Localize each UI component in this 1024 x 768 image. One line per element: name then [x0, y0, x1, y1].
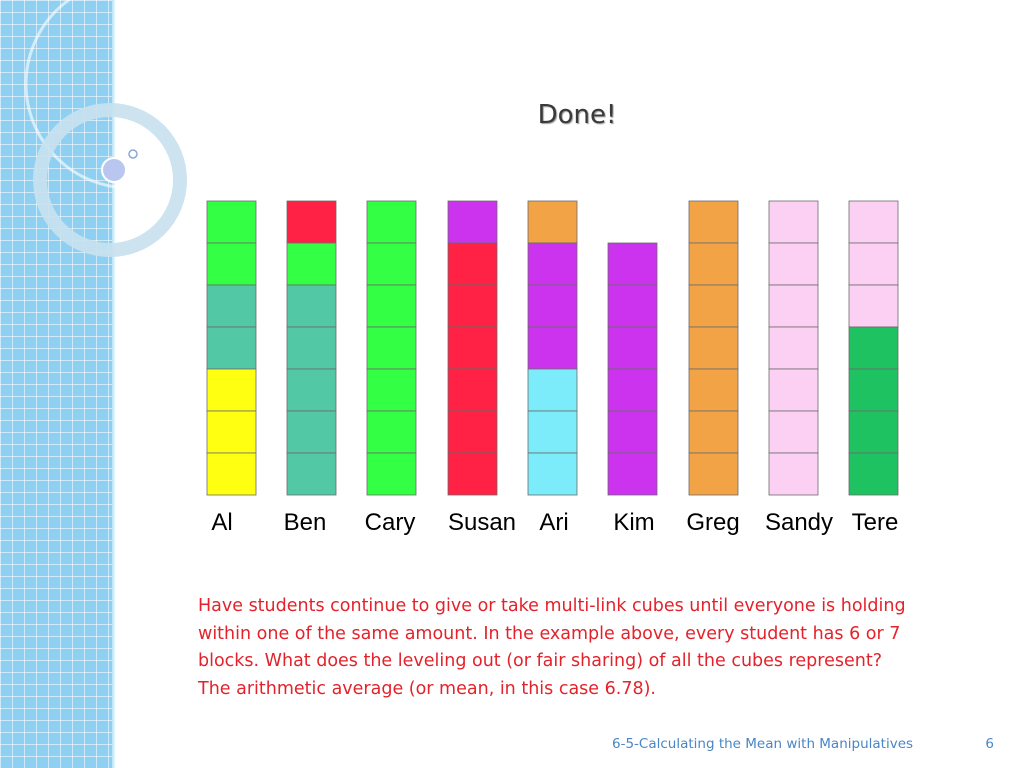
student-name-cary: Cary [365, 509, 416, 536]
cube-ben-4 [286, 326, 337, 370]
cube-ari-5 [527, 368, 578, 412]
cube-ben-7 [286, 452, 337, 496]
cube-ari-6 [527, 410, 578, 454]
cube-tere-7 [848, 452, 899, 496]
cube-susan-4 [447, 326, 498, 370]
cube-greg-2 [688, 242, 739, 286]
cube-greg-7 [688, 452, 739, 496]
cube-greg-3 [688, 284, 739, 328]
page-number: 6 [985, 736, 994, 752]
note-line-3: blocks. What does the leveling out (or f… [198, 651, 882, 671]
cube-sandy-3 [768, 284, 819, 328]
student-name-tere: Tere [852, 509, 899, 536]
cube-kim-4 [607, 368, 658, 412]
cube-ari-2 [527, 242, 578, 286]
cube-sandy-1 [768, 200, 819, 244]
cube-sandy-2 [768, 242, 819, 286]
cube-ari-7 [527, 452, 578, 496]
note-line-1: Have students continue to give or take m… [198, 596, 906, 616]
cube-tere-4 [848, 326, 899, 370]
cube-cary-6 [366, 410, 417, 454]
cube-cary-3 [366, 284, 417, 328]
cube-tere-5 [848, 368, 899, 412]
slide-title: Done! [537, 100, 617, 130]
cube-kim-2 [607, 284, 658, 328]
cube-susan-6 [447, 410, 498, 454]
cube-cary-5 [366, 368, 417, 412]
cube-greg-6 [688, 410, 739, 454]
cube-susan-3 [447, 284, 498, 328]
cube-ari-3 [527, 284, 578, 328]
teacher-note: Have students continue to give or take m… [198, 593, 958, 703]
cube-greg-4 [688, 326, 739, 370]
cube-sandy-5 [768, 368, 819, 412]
cube-sandy-4 [768, 326, 819, 370]
side-band-edge [112, 0, 115, 768]
student-name-ben: Ben [284, 509, 327, 536]
cube-al-3 [206, 284, 257, 328]
cube-susan-1 [447, 200, 498, 244]
cube-tere-6 [848, 410, 899, 454]
student-name-ari: Ari [539, 509, 568, 536]
cube-cary-1 [366, 200, 417, 244]
cube-tere-3 [848, 284, 899, 328]
student-name-greg: Greg [686, 509, 739, 536]
cube-al-7 [206, 452, 257, 496]
cube-ari-4 [527, 326, 578, 370]
cube-ben-1 [286, 200, 337, 244]
cube-towers-diagram: Al Ben Cary Susan Ari Kim Greg Sandy Tere [206, 200, 899, 536]
cube-ben-2 [286, 242, 337, 286]
cube-greg-1 [688, 200, 739, 244]
student-name-sandy: Sandy [765, 509, 833, 536]
cube-greg-5 [688, 368, 739, 412]
student-name-kim: Kim [613, 509, 654, 536]
cube-ben-3 [286, 284, 337, 328]
cube-susan-7 [447, 452, 498, 496]
cube-al-5 [206, 368, 257, 412]
cube-al-2 [206, 242, 257, 286]
cube-sandy-7 [768, 452, 819, 496]
cube-al-1 [206, 200, 257, 244]
note-line-4: The arithmetic average (or mean, in this… [198, 678, 656, 699]
cube-ben-5 [286, 368, 337, 412]
cube-susan-2 [447, 242, 498, 286]
cube-al-4 [206, 326, 257, 370]
cube-cary-7 [366, 452, 417, 496]
note-line-2: within one of the same amount. In the ex… [198, 623, 901, 644]
student-name-susan: Susan [448, 509, 516, 536]
cube-sandy-6 [768, 410, 819, 454]
cube-kim-5 [607, 410, 658, 454]
cube-tere-2 [848, 242, 899, 286]
cube-cary-4 [366, 326, 417, 370]
cube-towers [206, 200, 899, 496]
cube-ari-1 [527, 200, 578, 244]
student-names: Al Ben Cary Susan Ari Kim Greg Sandy Tere [211, 509, 898, 536]
cube-al-6 [206, 410, 257, 454]
cube-kim-1 [607, 242, 658, 286]
cube-ben-6 [286, 410, 337, 454]
student-name-al: Al [211, 509, 232, 536]
cube-cary-2 [366, 242, 417, 286]
cube-kim-3 [607, 326, 658, 370]
cube-tere-1 [848, 200, 899, 244]
slide-footer: 6-5-Calculating the Mean with Manipulati… [612, 736, 914, 752]
cube-kim-6 [607, 452, 658, 496]
cube-susan-5 [447, 368, 498, 412]
